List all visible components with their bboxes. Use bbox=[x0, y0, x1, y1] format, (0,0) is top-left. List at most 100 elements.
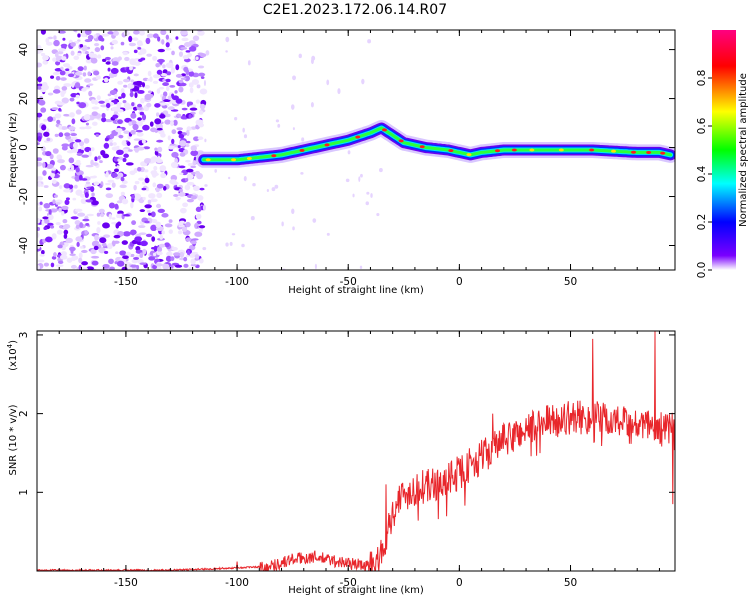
noise-speckle bbox=[178, 86, 184, 93]
noise-speckle bbox=[121, 266, 128, 270]
noise-speckle bbox=[101, 112, 106, 119]
noise-speckle bbox=[229, 241, 233, 246]
noise-speckle bbox=[131, 258, 139, 264]
x-tick-label: 0 bbox=[456, 276, 463, 288]
noise-speckle bbox=[47, 92, 54, 96]
ridge-hotspot bbox=[611, 149, 617, 153]
noise-speckle bbox=[180, 30, 188, 36]
noise-speckle bbox=[41, 219, 45, 226]
noise-speckle bbox=[179, 152, 186, 157]
noise-speckle bbox=[63, 83, 72, 87]
noise-speckle bbox=[112, 99, 118, 105]
noise-speckle bbox=[116, 260, 125, 267]
noise-speckle bbox=[41, 84, 49, 91]
noise-speckle bbox=[71, 118, 76, 125]
noise-speckle bbox=[145, 37, 151, 45]
noise-speckle bbox=[291, 208, 295, 215]
noise-speckle bbox=[155, 63, 160, 68]
noise-speckle bbox=[59, 254, 68, 260]
noise-speckle bbox=[52, 179, 57, 184]
noise-speckle bbox=[160, 172, 167, 179]
noise-speckle bbox=[83, 138, 90, 144]
noise-speckle bbox=[199, 53, 207, 58]
noise-speckle bbox=[378, 168, 383, 173]
noise-speckle bbox=[75, 167, 80, 173]
noise-speckle bbox=[76, 52, 82, 56]
noise-speckle bbox=[120, 176, 125, 182]
noise-speckle bbox=[178, 51, 184, 57]
noise-speckle bbox=[91, 111, 98, 117]
noise-speckle bbox=[154, 103, 161, 108]
noise-speckle bbox=[150, 224, 158, 231]
noise-speckle bbox=[234, 117, 238, 121]
noise-speckle bbox=[157, 208, 165, 213]
noise-speckle bbox=[170, 67, 176, 74]
y-tick-label: 2 bbox=[18, 410, 30, 417]
noise-speckle bbox=[95, 133, 100, 137]
y-tick-label: 3 bbox=[18, 332, 30, 339]
noise-speckle bbox=[42, 60, 49, 65]
noise-speckle bbox=[137, 46, 142, 50]
noise-speckle bbox=[151, 219, 158, 224]
noise-speckle bbox=[138, 225, 146, 228]
noise-speckle bbox=[148, 212, 152, 216]
noise-speckle bbox=[108, 258, 114, 265]
noise-speckle bbox=[74, 82, 81, 89]
noise-speckle bbox=[162, 263, 168, 270]
noise-speckle bbox=[314, 263, 317, 270]
noise-speckle bbox=[123, 213, 131, 217]
noise-speckle bbox=[74, 220, 81, 226]
noise-speckle bbox=[174, 264, 183, 268]
noise-speckle bbox=[186, 168, 194, 173]
noise-speckle bbox=[104, 56, 111, 61]
noise-speckle bbox=[85, 181, 91, 185]
noise-speckle bbox=[49, 208, 58, 213]
noise-speckle bbox=[110, 67, 119, 75]
noise-speckle bbox=[365, 201, 370, 206]
noise-speckle bbox=[64, 132, 71, 137]
snr-xlabel: Height of straight line (km) bbox=[288, 585, 424, 596]
noise-speckle bbox=[93, 34, 97, 39]
noise-speckle bbox=[228, 176, 231, 180]
noise-speckle bbox=[190, 258, 196, 265]
noise-speckle bbox=[37, 176, 43, 181]
noise-speckle-region bbox=[37, 30, 383, 270]
noise-speckle bbox=[191, 251, 199, 255]
noise-speckle bbox=[189, 46, 197, 52]
noise-speckle bbox=[125, 107, 130, 111]
noise-speckle bbox=[178, 165, 186, 169]
noise-speckle bbox=[113, 168, 119, 173]
noise-speckle bbox=[60, 126, 68, 130]
noise-speckle bbox=[117, 158, 121, 162]
noise-speckle bbox=[194, 254, 200, 259]
noise-speckle bbox=[94, 156, 98, 162]
noise-speckle bbox=[111, 39, 119, 45]
noise-speckle bbox=[191, 171, 196, 175]
noise-speckle bbox=[84, 191, 89, 199]
noise-speckle bbox=[189, 107, 198, 111]
noise-speckle bbox=[132, 123, 139, 131]
noise-speckle bbox=[111, 182, 116, 188]
noise-speckle bbox=[126, 141, 131, 146]
noise-speckle bbox=[170, 109, 179, 112]
noise-speckle bbox=[75, 189, 83, 196]
snr-series-line bbox=[37, 331, 675, 571]
noise-speckle bbox=[136, 120, 143, 127]
noise-speckle bbox=[150, 211, 156, 218]
noise-speckle bbox=[98, 208, 105, 214]
noise-speckle bbox=[186, 101, 194, 106]
noise-speckle bbox=[79, 126, 87, 130]
noise-speckle bbox=[165, 85, 170, 92]
noise-speckle bbox=[100, 213, 105, 218]
noise-speckle bbox=[169, 85, 176, 88]
noise-speckle bbox=[155, 158, 163, 163]
noise-speckle bbox=[54, 113, 62, 119]
noise-speckle bbox=[45, 37, 50, 44]
noise-speckle bbox=[151, 172, 157, 178]
noise-speckle bbox=[160, 73, 167, 77]
noise-speckle bbox=[80, 198, 87, 205]
noise-speckle bbox=[104, 137, 109, 142]
noise-speckle bbox=[80, 193, 85, 198]
noise-speckle bbox=[42, 162, 46, 168]
frequency-ridge bbox=[195, 120, 675, 168]
